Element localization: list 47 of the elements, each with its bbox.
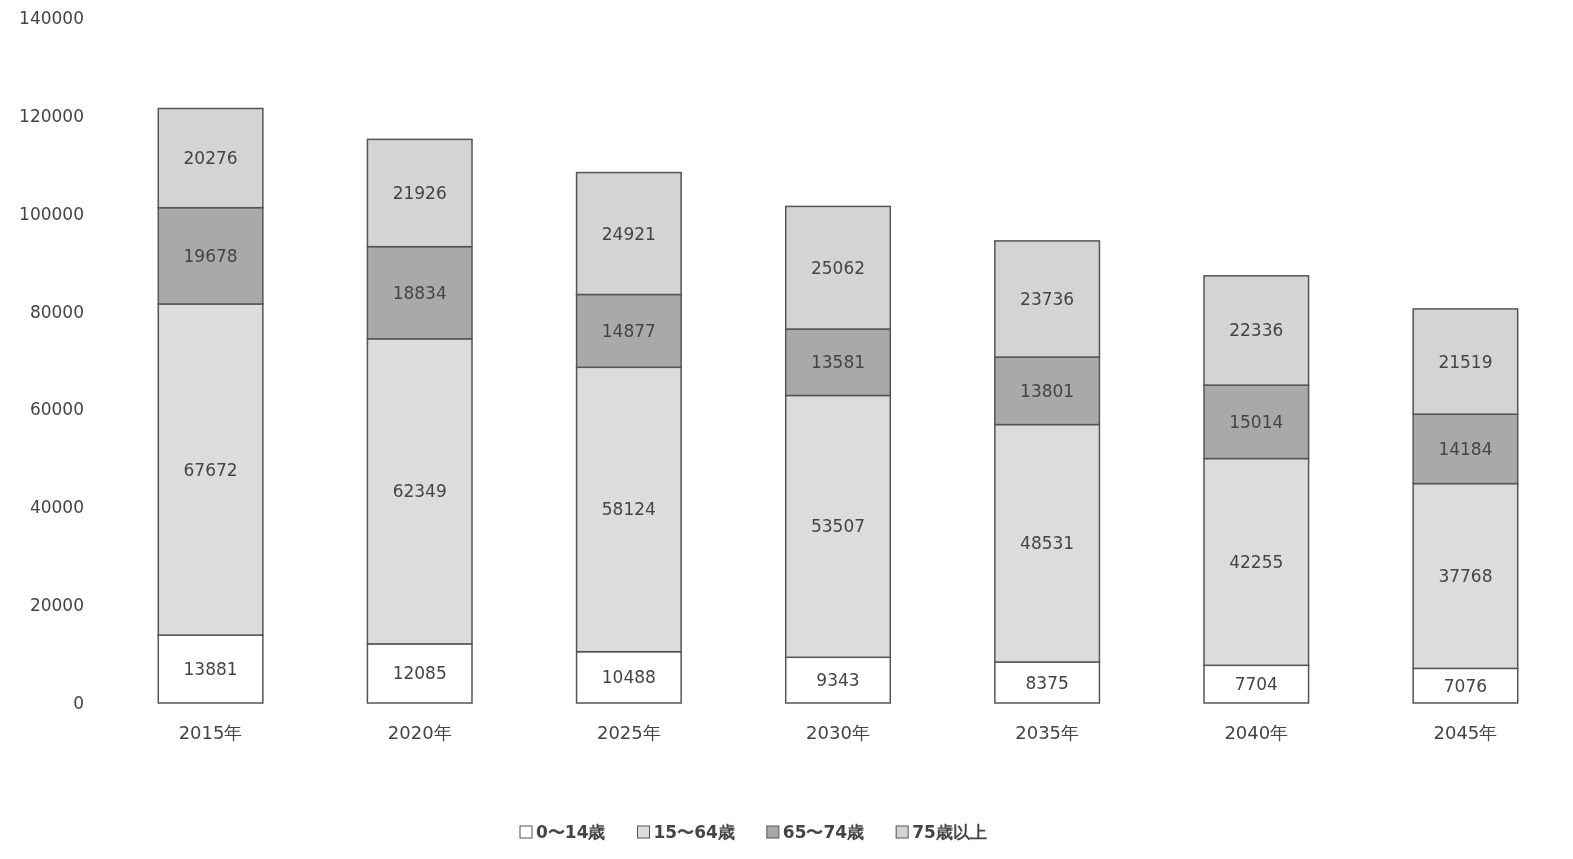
data-label: 13581	[810, 352, 866, 373]
x-tick-label: 2040年	[1224, 722, 1289, 743]
data-label: 15014	[1229, 411, 1284, 432]
data-label: 20276	[183, 148, 238, 169]
data-label: 42255	[1229, 551, 1284, 572]
data-label: 14877	[601, 320, 656, 341]
y-tick-label: 0	[73, 693, 84, 713]
data-label: 37768	[1438, 565, 1493, 586]
data-label: 10488	[601, 667, 656, 688]
data-label: 24921	[601, 223, 656, 244]
legend-label: 75歳以上	[912, 822, 987, 842]
x-tick-label: 2025年	[596, 722, 661, 743]
y-tick-label: 60000	[29, 399, 84, 420]
y-tick-label: 140000	[19, 8, 84, 28]
data-label: 62349	[392, 481, 447, 502]
data-label: 19678	[183, 245, 238, 266]
y-tick-label: 40000	[29, 497, 84, 518]
legend-label: 15〜64歳	[653, 822, 735, 842]
data-label: 7076	[1443, 675, 1488, 696]
data-label: 58124	[601, 499, 656, 520]
data-label: 25062	[810, 257, 866, 278]
data-label: 18834	[392, 282, 447, 303]
data-label: 21519	[1438, 351, 1493, 372]
x-tick-label: 2020年	[387, 722, 452, 743]
y-tick-label: 20000	[29, 595, 84, 616]
data-label: 23736	[1020, 288, 1075, 309]
y-tick-label: 100000	[19, 203, 84, 224]
data-label: 14184	[1438, 438, 1493, 459]
data-label: 9343	[816, 670, 860, 691]
data-label: 22336	[1229, 320, 1284, 341]
data-label: 7704	[1234, 674, 1278, 695]
data-label: 8375	[1025, 672, 1069, 693]
data-label: 12085	[392, 663, 447, 684]
x-tick-label: 2035年	[1015, 722, 1080, 743]
data-label: 21926	[392, 183, 447, 204]
data-label: 13801	[1020, 380, 1075, 401]
data-label: 13881	[183, 659, 238, 680]
y-tick-label: 80000	[29, 301, 84, 322]
data-label: 53507	[810, 516, 866, 537]
x-tick-label: 2030年	[806, 722, 870, 743]
x-tick-label: 2015年	[178, 722, 243, 743]
x-tick-label: 2045年	[1433, 722, 1498, 743]
data-label: 67672	[183, 459, 238, 480]
y-tick-label: 120000	[19, 105, 84, 126]
data-label: 48531	[1020, 533, 1075, 554]
legend-label: 65〜74歳	[782, 822, 865, 842]
legend-label: 0〜14歳	[536, 822, 606, 842]
